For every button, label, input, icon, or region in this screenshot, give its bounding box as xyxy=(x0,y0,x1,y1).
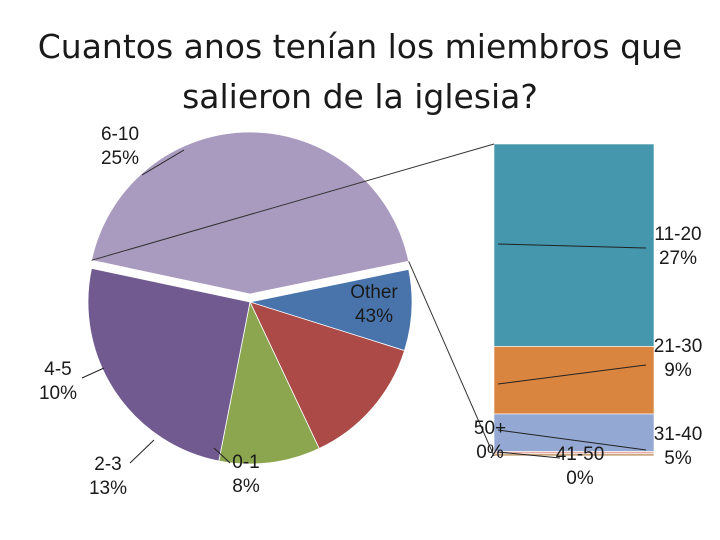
pie-slice-other xyxy=(91,131,410,295)
data-label-4-5: 4-5 10% xyxy=(39,359,77,404)
data-label-2-3: 2-3 13% xyxy=(89,454,127,499)
leader-line-2-3 xyxy=(129,439,155,464)
connector-line-bottom xyxy=(408,261,495,457)
data-label-50plus: 50+ 0% xyxy=(474,418,506,463)
data-label-0-1: 0-1 8% xyxy=(232,452,260,497)
data-label-41-50: 41-50 0% xyxy=(556,444,605,489)
chart-title-line-2: salieron de la iglesia? xyxy=(182,77,538,116)
data-label-6-10: 6-10 25% xyxy=(101,124,139,169)
data-label-11-20: 11-20 27% xyxy=(654,224,701,269)
pie-group xyxy=(87,131,413,465)
leader-line-41-50 xyxy=(497,451,561,459)
breakdown-bar-group xyxy=(493,143,655,457)
data-label-31-40: 31-40 5% xyxy=(654,424,703,469)
leader-line-11-20 xyxy=(497,243,647,249)
chart-title: Cuantos anos tenían los miembros que sal… xyxy=(0,22,720,122)
connector-line-top xyxy=(91,143,495,261)
leader-line-31-40 xyxy=(497,429,647,451)
pie-slice-6-10 xyxy=(87,267,251,462)
pie-slice-4-5 xyxy=(218,300,320,465)
data-labels: Other 43% 0-1 8% 2-3 13% 4-5 10% 6-10 25% 11-20 27%… xyxy=(39,124,702,499)
data-label-21-30: 21-30 9% xyxy=(654,336,703,381)
pie-slice-2-3 xyxy=(249,301,406,450)
bar-segment-21-30 xyxy=(493,346,655,415)
bar-segment-11-20 xyxy=(493,143,655,347)
leader-line-21-30 xyxy=(497,364,647,385)
leader-line-0-1 xyxy=(213,447,231,464)
connector-lines xyxy=(91,143,495,457)
data-label-other: Other 43% xyxy=(350,282,398,327)
chart-title-line-1: Cuantos anos tenían los miembros que xyxy=(37,27,683,66)
leader-line-6-10 xyxy=(141,149,185,176)
leader-line-4-5 xyxy=(81,367,105,379)
leader-lines xyxy=(81,149,647,464)
